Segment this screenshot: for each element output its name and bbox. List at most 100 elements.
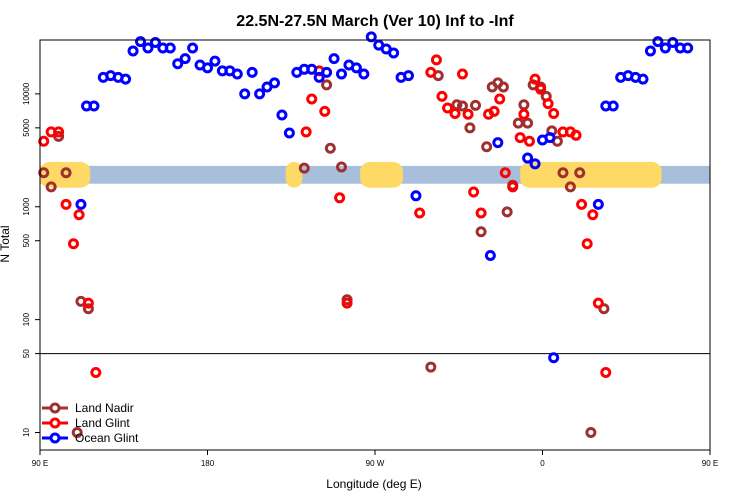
data-point: [652, 36, 664, 48]
data-point: [470, 99, 481, 111]
data-point: [574, 167, 586, 179]
data-point: [499, 167, 511, 179]
data-point: [481, 141, 493, 153]
data-point: [172, 58, 184, 70]
data-point: [682, 42, 694, 54]
data-point: [187, 42, 199, 54]
data-point: [512, 117, 524, 129]
legend-label: Ocean Glint: [75, 431, 139, 445]
data-point: [449, 107, 461, 119]
data-point: [321, 79, 333, 91]
legend-marker: [49, 402, 61, 414]
data-point: [488, 105, 500, 117]
data-point: [82, 297, 94, 309]
land-segment: [285, 161, 303, 188]
data-point: [341, 297, 353, 309]
data-point: [468, 186, 480, 198]
data-point: [456, 68, 468, 80]
data-point: [45, 181, 57, 193]
land-segment: [360, 161, 403, 188]
data-point: [585, 427, 597, 439]
data-point: [507, 181, 519, 193]
data-point: [71, 427, 83, 439]
data-point: [82, 303, 94, 315]
legend-marker: [49, 417, 61, 429]
data-point: [336, 161, 347, 173]
data-point: [522, 152, 534, 164]
data-point: [231, 68, 243, 80]
data-point: [334, 192, 346, 204]
data-point: [518, 108, 530, 120]
data-point: [548, 352, 560, 364]
data-point: [592, 198, 604, 210]
data-point: [319, 105, 331, 117]
data-point: [149, 37, 161, 49]
data-point: [494, 93, 506, 105]
data-point: [328, 53, 340, 65]
data-point: [436, 90, 448, 102]
data-point: [492, 137, 504, 149]
data-point: [522, 117, 534, 129]
data-point: [535, 83, 547, 95]
land-segment: [40, 161, 91, 188]
plot-border: [39, 39, 711, 451]
data-point: [484, 249, 496, 261]
data-point: [324, 142, 336, 154]
data-point: [120, 73, 132, 85]
y-tick-label: 5000: [22, 118, 31, 136]
data-point: [592, 297, 604, 309]
data-point: [306, 93, 318, 105]
data-point: [529, 73, 541, 85]
data-point: [53, 126, 65, 138]
x-axis-label: Longitude (deg E): [326, 477, 421, 491]
data-point: [164, 42, 176, 54]
y-tick-label: 1000: [22, 197, 31, 215]
data-point: [269, 77, 280, 89]
x-tick-label: 180: [201, 459, 215, 468]
data-point: [464, 122, 476, 134]
data-point: [142, 42, 154, 54]
data-point: [239, 88, 251, 100]
y-tick-label: 10: [22, 428, 31, 437]
data-point: [209, 55, 221, 67]
data-point: [501, 206, 513, 218]
data-point: [462, 108, 474, 120]
x-tick-label: 90 E: [702, 459, 718, 468]
data-point: [442, 102, 454, 114]
data-point: [403, 70, 414, 82]
legend-marker: [49, 432, 61, 444]
data-point: [321, 66, 333, 78]
data-point: [564, 181, 576, 193]
y-tick-label: 50: [22, 349, 31, 358]
y-tick-label: 10000: [22, 82, 31, 105]
x-tick-label: 0: [540, 459, 545, 468]
data-point: [587, 209, 599, 221]
data-point: [557, 167, 569, 179]
data-point: [127, 45, 139, 57]
data-point: [523, 135, 535, 147]
data-point: [456, 100, 468, 112]
data-point: [414, 207, 426, 219]
data-point: [518, 99, 530, 111]
data-point: [425, 361, 437, 373]
data-point: [544, 132, 556, 144]
data-point: [283, 127, 295, 139]
data-point: [358, 68, 370, 80]
data-point: [202, 62, 213, 74]
data-point: [365, 31, 377, 43]
data-point: [90, 367, 102, 379]
data-point: [276, 109, 288, 121]
legend-label: Land Glint: [75, 416, 130, 430]
data-point: [581, 238, 593, 250]
data-point: [598, 303, 610, 315]
x-tick-label: 90 E: [32, 459, 48, 468]
data-point: [607, 100, 619, 112]
data-point: [425, 66, 437, 78]
data-point: [53, 130, 65, 142]
data-point: [600, 367, 612, 379]
legend-label: Land Nadir: [75, 401, 134, 415]
data-point: [313, 71, 325, 83]
data-point: [179, 53, 191, 65]
data-point: [497, 81, 509, 93]
